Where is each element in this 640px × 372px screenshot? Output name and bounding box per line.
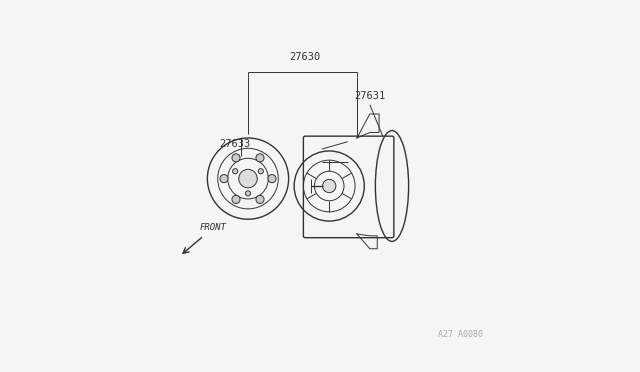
Text: FRONT: FRONT bbox=[200, 223, 227, 232]
Circle shape bbox=[239, 169, 257, 188]
Circle shape bbox=[323, 179, 336, 193]
Circle shape bbox=[268, 174, 276, 183]
Circle shape bbox=[232, 169, 238, 174]
Circle shape bbox=[232, 195, 240, 203]
Circle shape bbox=[256, 154, 264, 162]
Text: 27630: 27630 bbox=[290, 52, 321, 62]
Text: 27633: 27633 bbox=[220, 139, 251, 149]
Circle shape bbox=[245, 191, 251, 196]
Text: 27631: 27631 bbox=[354, 91, 385, 101]
Circle shape bbox=[258, 169, 264, 174]
Text: A27 A0080: A27 A0080 bbox=[438, 330, 483, 339]
Circle shape bbox=[256, 195, 264, 203]
Circle shape bbox=[220, 174, 228, 183]
Circle shape bbox=[232, 154, 240, 162]
